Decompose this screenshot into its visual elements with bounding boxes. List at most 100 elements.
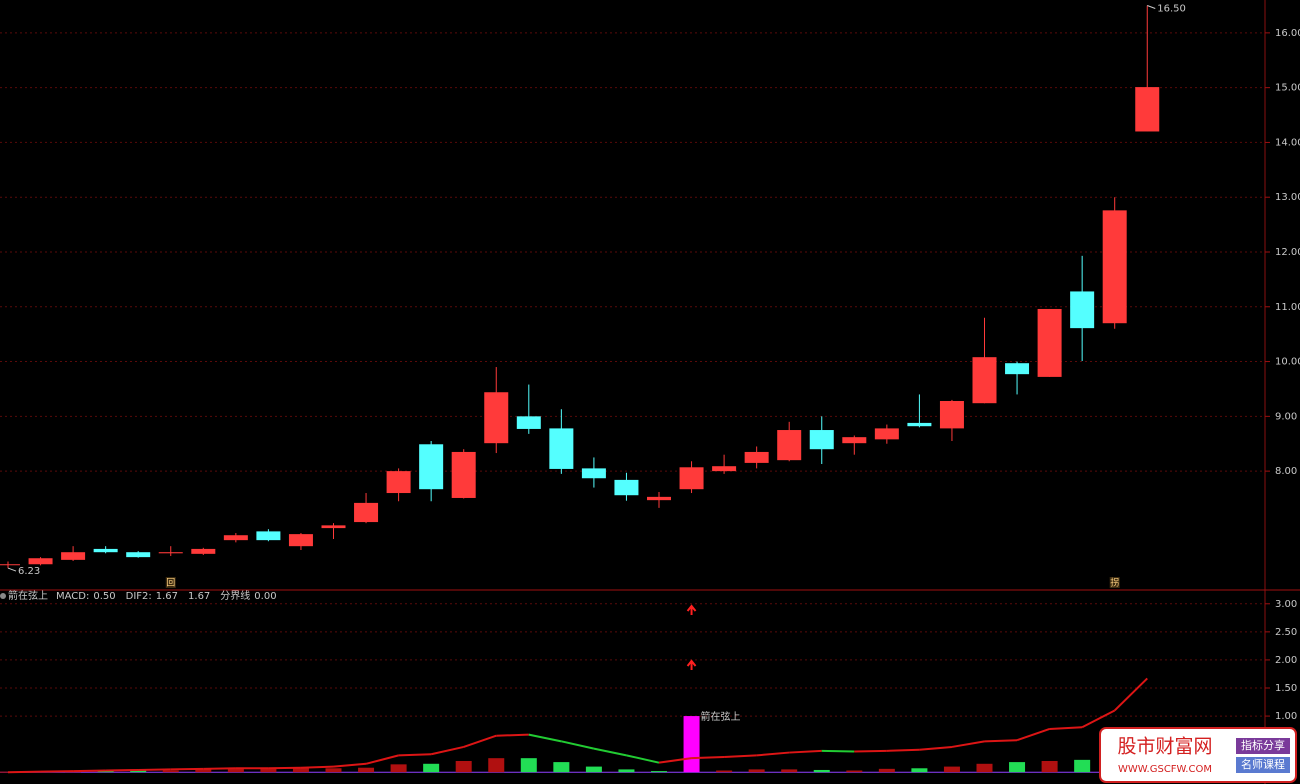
panel-icon (0, 593, 6, 599)
candle-body (61, 552, 86, 560)
dif-line (365, 754, 399, 765)
candle-body (1037, 308, 1062, 377)
candle-body (191, 548, 216, 554)
candle-body (777, 430, 802, 461)
y-tick-label: 13.00 (1275, 192, 1300, 203)
annotation: 16.50 (1157, 3, 1186, 14)
dif-line (333, 762, 367, 768)
histogram-bar (292, 768, 309, 773)
candle-body (1005, 363, 1030, 375)
candle-body (93, 548, 118, 553)
dif-line (496, 733, 529, 737)
y-tick-label: 1.50 (1275, 683, 1297, 694)
dif-line (691, 756, 725, 760)
dif-line (7, 770, 41, 774)
marker-box (1109, 577, 1120, 588)
histogram-bar (1009, 762, 1026, 773)
candle-body (874, 428, 899, 440)
dif-line (724, 754, 757, 759)
legend-name: 分界线 (220, 589, 250, 602)
candle-body (451, 451, 476, 498)
histogram-bar (846, 770, 863, 773)
dif-line (1016, 728, 1050, 742)
candle-body (28, 558, 53, 565)
dif-line (854, 749, 887, 753)
legend-value: 0.50 (93, 591, 115, 602)
panel-title: 箭在弦上 (8, 589, 48, 602)
histogram-bar (455, 760, 472, 773)
y-tick-label: 16.00 (1275, 28, 1300, 39)
histogram-bar (195, 769, 212, 773)
signal-arrow (686, 604, 697, 615)
watermark-url: WWW.GSCFW.COM (1118, 764, 1212, 775)
candle-body (288, 534, 313, 547)
candle-body (1135, 87, 1160, 132)
histogram-bar (911, 768, 928, 773)
annotation-leader (1147, 5, 1156, 9)
y-tick-label: 12.00 (1275, 247, 1300, 258)
signal-bar (683, 716, 700, 773)
candle-body (126, 552, 151, 558)
candle-body (647, 496, 671, 501)
y-tick-label: 2.00 (1275, 655, 1297, 666)
candle-body (223, 535, 248, 541)
dif-line (886, 748, 920, 752)
marker-box (165, 577, 176, 588)
dif-line (951, 740, 985, 748)
candle-body (354, 502, 379, 523)
watermark-tag-box (1236, 738, 1290, 754)
watermark: 股市财富网 WWW.GSCFW.COM 指标分享 名师课程 (1099, 727, 1297, 783)
annotation: 6.23 (18, 566, 40, 577)
marker: 回 (166, 578, 175, 589)
y-tick-label: 14.00 (1275, 137, 1300, 148)
dif-line (756, 751, 790, 757)
candle-body (1102, 210, 1127, 324)
marker: 拐 (1110, 577, 1119, 589)
dif-line (398, 753, 432, 757)
legend-value: 1.67 (188, 591, 210, 602)
watermark-tag-box (1236, 757, 1290, 773)
dif-line (1081, 709, 1116, 729)
histogram-bar (358, 767, 375, 773)
candle-body (809, 430, 834, 450)
watermark-tag: 名师课程 (1241, 757, 1285, 771)
dif-line (1113, 677, 1148, 712)
signal-arrow (686, 659, 697, 670)
y-tick-label: 10.00 (1275, 357, 1300, 368)
candle-body (907, 422, 932, 427)
dif-line (170, 767, 204, 771)
dif-line (40, 770, 74, 773)
candle-body (256, 531, 281, 541)
dif-line (203, 767, 236, 770)
candle-body (419, 444, 444, 490)
dif-line (593, 747, 627, 757)
histogram-bar (1041, 760, 1058, 773)
dif-line (626, 754, 660, 764)
candle-body (939, 401, 964, 429)
candle-body (1070, 291, 1095, 329)
dif-line (984, 739, 1018, 743)
candle-body (581, 468, 606, 479)
histogram-bar (1074, 759, 1091, 773)
candle-body (744, 451, 769, 463)
y-tick-label: 11.00 (1275, 302, 1300, 313)
y-tick-label: 1.00 (1275, 711, 1297, 722)
candle-body (972, 357, 997, 404)
y-tick-label: 15.00 (1275, 83, 1300, 94)
dif-line (821, 749, 855, 753)
legend-value: 1.67 (156, 591, 178, 602)
dif-line (463, 734, 497, 748)
histogram-bar (781, 769, 798, 773)
candle-body (484, 392, 509, 444)
dif-line (300, 765, 334, 769)
histogram-bar (943, 766, 960, 773)
candle-body (549, 428, 574, 469)
histogram-bar (227, 767, 244, 773)
dif-line (138, 768, 171, 771)
candle-body (386, 471, 411, 494)
watermark-tag: 指标分享 (1241, 738, 1285, 752)
histogram-bar (423, 763, 440, 773)
